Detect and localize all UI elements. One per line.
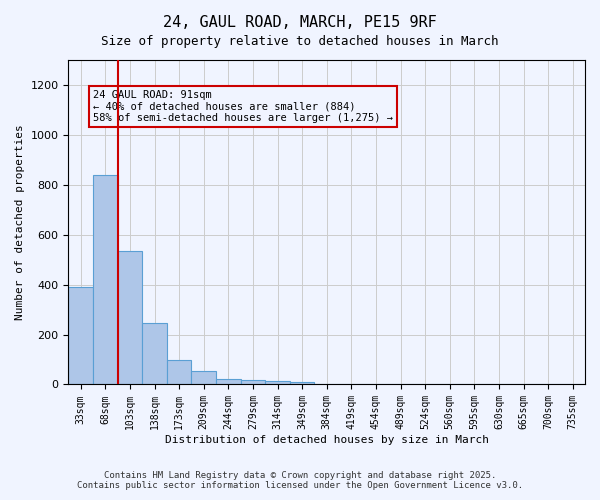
Y-axis label: Number of detached properties: Number of detached properties — [15, 124, 25, 320]
Bar — [241, 380, 265, 384]
Bar — [167, 360, 191, 384]
Text: 24 GAUL ROAD: 91sqm
← 40% of detached houses are smaller (884)
58% of semi-detac: 24 GAUL ROAD: 91sqm ← 40% of detached ho… — [93, 90, 393, 123]
Bar — [93, 175, 118, 384]
Bar — [68, 287, 93, 384]
Bar — [191, 372, 216, 384]
Text: Size of property relative to detached houses in March: Size of property relative to detached ho… — [101, 35, 499, 48]
Text: Contains HM Land Registry data © Crown copyright and database right 2025.
Contai: Contains HM Land Registry data © Crown c… — [77, 470, 523, 490]
Bar — [265, 381, 290, 384]
Bar — [290, 382, 314, 384]
Text: 24, GAUL ROAD, MARCH, PE15 9RF: 24, GAUL ROAD, MARCH, PE15 9RF — [163, 15, 437, 30]
Bar — [142, 322, 167, 384]
X-axis label: Distribution of detached houses by size in March: Distribution of detached houses by size … — [165, 435, 489, 445]
Bar — [216, 379, 241, 384]
Bar — [118, 251, 142, 384]
